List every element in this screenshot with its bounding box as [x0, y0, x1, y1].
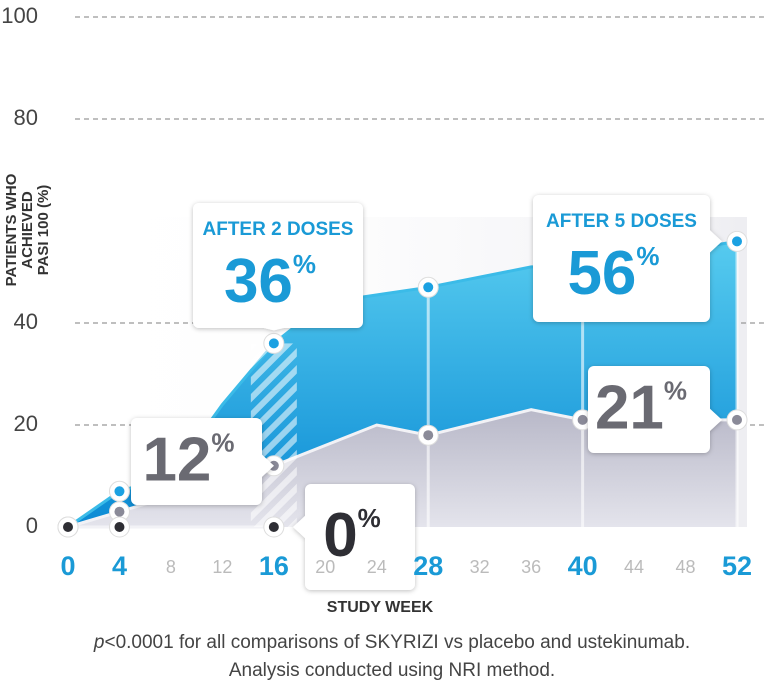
y-axis-title-line: ACHIEVED — [19, 191, 36, 269]
y-axis-title-line: PASI 100 (%) — [35, 185, 52, 276]
y-tick-label: 0 — [26, 513, 38, 538]
value-unit: % — [636, 241, 659, 271]
marker — [268, 522, 279, 532]
value-number: 12 — [142, 426, 211, 495]
callout-pointer — [709, 229, 722, 254]
marker — [423, 282, 434, 293]
footnote: Analysis conducted using NRI method. — [228, 660, 556, 681]
value-number: 56 — [567, 239, 636, 308]
y-tick-label: 100 — [1, 3, 38, 28]
y-tick-label: 80 — [14, 105, 38, 130]
value-unit: % — [293, 249, 316, 279]
x-tick-label: 16 — [259, 551, 289, 581]
marker — [114, 506, 125, 517]
x-tick-label: 24 — [367, 557, 387, 577]
marker — [732, 414, 742, 425]
marker — [268, 338, 279, 349]
value-label: 0% — [323, 501, 381, 570]
marker — [114, 486, 125, 497]
callout-box — [588, 366, 710, 453]
x-tick-label: 36 — [521, 557, 541, 577]
marker — [63, 522, 73, 532]
x-tick-label: 20 — [315, 557, 335, 577]
value-unit: % — [358, 503, 381, 533]
x-tick-label: 8 — [166, 557, 176, 577]
callout — [293, 484, 415, 590]
callout — [588, 366, 722, 453]
marker — [423, 430, 434, 441]
x-tick-label: 32 — [470, 557, 490, 577]
callout — [131, 418, 274, 505]
value-number: 0 — [323, 501, 357, 570]
callout — [193, 203, 363, 331]
x-tick-label: 28 — [413, 551, 443, 581]
callout-box — [131, 418, 262, 505]
y-axis-title: PATIENTS WHOACHIEVEDPASI 100 (%) — [3, 173, 52, 286]
x-tick-label: 52 — [722, 551, 752, 581]
callout-pointer — [261, 453, 274, 478]
callout-pointer — [293, 515, 306, 539]
x-tick-label: 0 — [60, 551, 75, 581]
x-tick-label: 48 — [676, 557, 696, 577]
x-tick-label: 4 — [112, 551, 127, 581]
value-label: 12% — [142, 426, 234, 495]
marker — [114, 522, 125, 532]
x-tick-label: 44 — [624, 557, 644, 577]
value-number: 21 — [595, 374, 664, 443]
y-tick-label: 20 — [14, 411, 38, 436]
callout-box — [305, 484, 415, 590]
x-tick-label: 40 — [568, 551, 598, 581]
callout-pointer — [709, 407, 722, 432]
footnote: p<0.0001 for all comparisons of SKYRIZI … — [93, 632, 691, 653]
callout-box — [193, 203, 363, 328]
value-unit: % — [664, 375, 687, 405]
y-axis-title-line: PATIENTS WHO — [3, 173, 20, 286]
value-number: 36 — [224, 247, 293, 316]
value-unit: % — [211, 427, 234, 457]
callout-pointer — [259, 327, 288, 331]
x-axis-title: STUDY WEEK — [327, 599, 434, 616]
marker — [732, 236, 742, 247]
y-tick-label: 40 — [14, 309, 38, 334]
value-label: 56% — [567, 239, 659, 308]
callout — [533, 195, 722, 322]
marker — [577, 414, 588, 425]
value-label: 21% — [595, 374, 687, 443]
x-tick-label: 12 — [212, 557, 232, 577]
value-label: 36% — [224, 247, 316, 316]
callout-box — [533, 195, 710, 322]
callout-annotation: AFTER 2 DOSES — [203, 219, 354, 240]
callout-annotation: AFTER 5 DOSES — [546, 211, 697, 232]
